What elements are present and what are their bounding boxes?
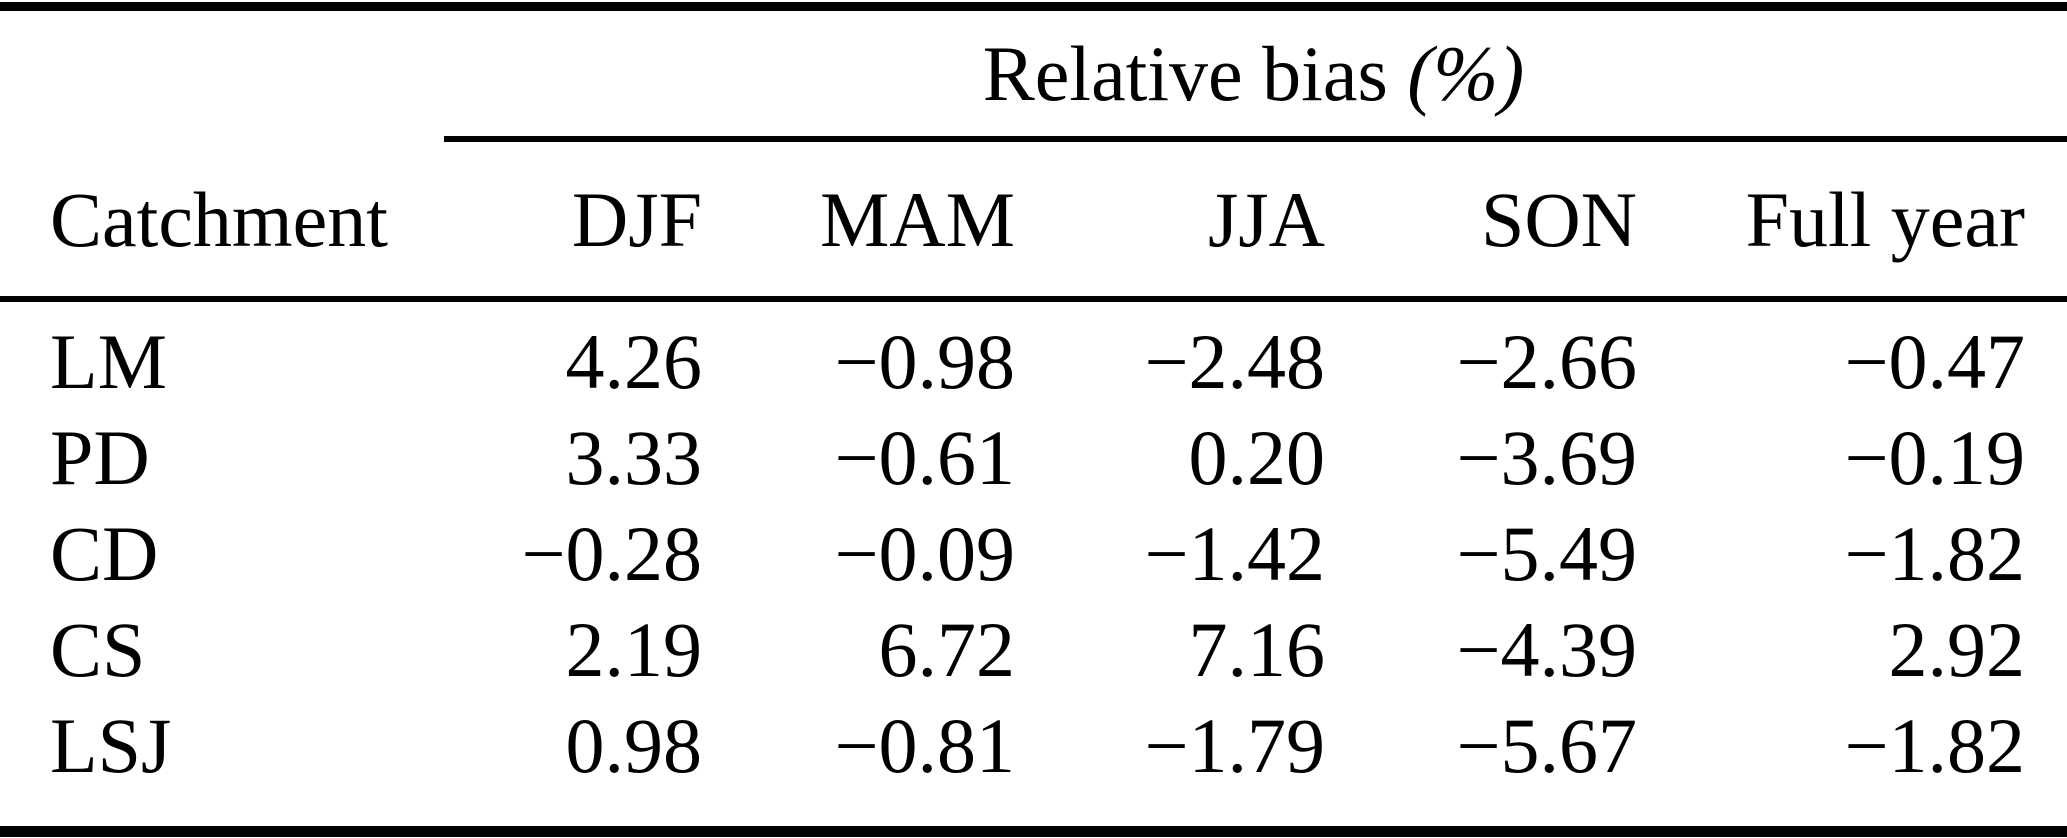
- value-cell-cd-mam: −0.09: [834, 510, 1016, 597]
- column-header-catchment: Catchment: [50, 176, 388, 263]
- group-header-text: Relative bias: [982, 29, 1388, 117]
- value-cell-lsj-djf: 0.98: [565, 702, 703, 789]
- value-cell-cd-full-year: −1.82: [1844, 510, 2026, 597]
- row-label-cs: CS: [50, 606, 146, 693]
- value-cell-lsj-mam: −0.81: [834, 702, 1016, 789]
- value-cell-cs-son: −4.39: [1456, 606, 1638, 693]
- row-label-pd: PD: [50, 414, 150, 501]
- value-cell-lm-son: −2.66: [1456, 318, 1638, 405]
- value-cell-lm-mam: −0.98: [834, 318, 1016, 405]
- column-header-son: SON: [1480, 176, 1637, 263]
- column-header-djf: DJF: [571, 176, 702, 263]
- value-cell-lsj-son: −5.67: [1456, 702, 1638, 789]
- group-header-span-rule: [444, 136, 2067, 142]
- table-bottom-rule: [0, 826, 2067, 837]
- value-cell-pd-mam: −0.61: [834, 414, 1016, 501]
- value-cell-lm-djf: 4.26: [565, 318, 703, 405]
- value-cell-pd-full-year: −0.19: [1844, 414, 2026, 501]
- value-cell-cs-jja: 7.16: [1188, 606, 1326, 693]
- group-header-unit: (%): [1407, 29, 1525, 117]
- column-header-full-year: Full year: [1745, 176, 2025, 263]
- value-cell-cs-mam: 6.72: [878, 606, 1016, 693]
- row-label-cd: CD: [50, 510, 159, 597]
- value-cell-cd-son: −5.49: [1456, 510, 1638, 597]
- table-top-rule: [0, 2, 2067, 11]
- value-cell-cd-djf: −0.28: [521, 510, 703, 597]
- header-body-gap: [50, 300, 2025, 314]
- value-cell-pd-son: −3.69: [1456, 414, 1638, 501]
- column-header-jja: JJA: [1207, 176, 1325, 263]
- row-label-lsj: LSJ: [50, 702, 172, 789]
- value-cell-lsj-jja: −1.79: [1144, 702, 1326, 789]
- value-cell-lm-jja: −2.48: [1144, 318, 1326, 405]
- column-header-mam: MAM: [819, 176, 1015, 263]
- value-cell-cd-jja: −1.42: [1144, 510, 1326, 597]
- value-cell-pd-djf: 3.33: [565, 414, 703, 501]
- row-label-lm: LM: [50, 318, 167, 405]
- group-header: Relative bias (%): [440, 0, 2067, 139]
- value-cell-lsj-full-year: −1.82: [1844, 702, 2026, 789]
- value-cell-pd-jja: 0.20: [1188, 414, 1326, 501]
- header-separator-rule: [0, 296, 2067, 302]
- value-cell-lm-full-year: −0.47: [1844, 318, 2026, 405]
- value-cell-cs-djf: 2.19: [565, 606, 703, 693]
- value-cell-cs-full-year: 2.92: [1888, 606, 2026, 693]
